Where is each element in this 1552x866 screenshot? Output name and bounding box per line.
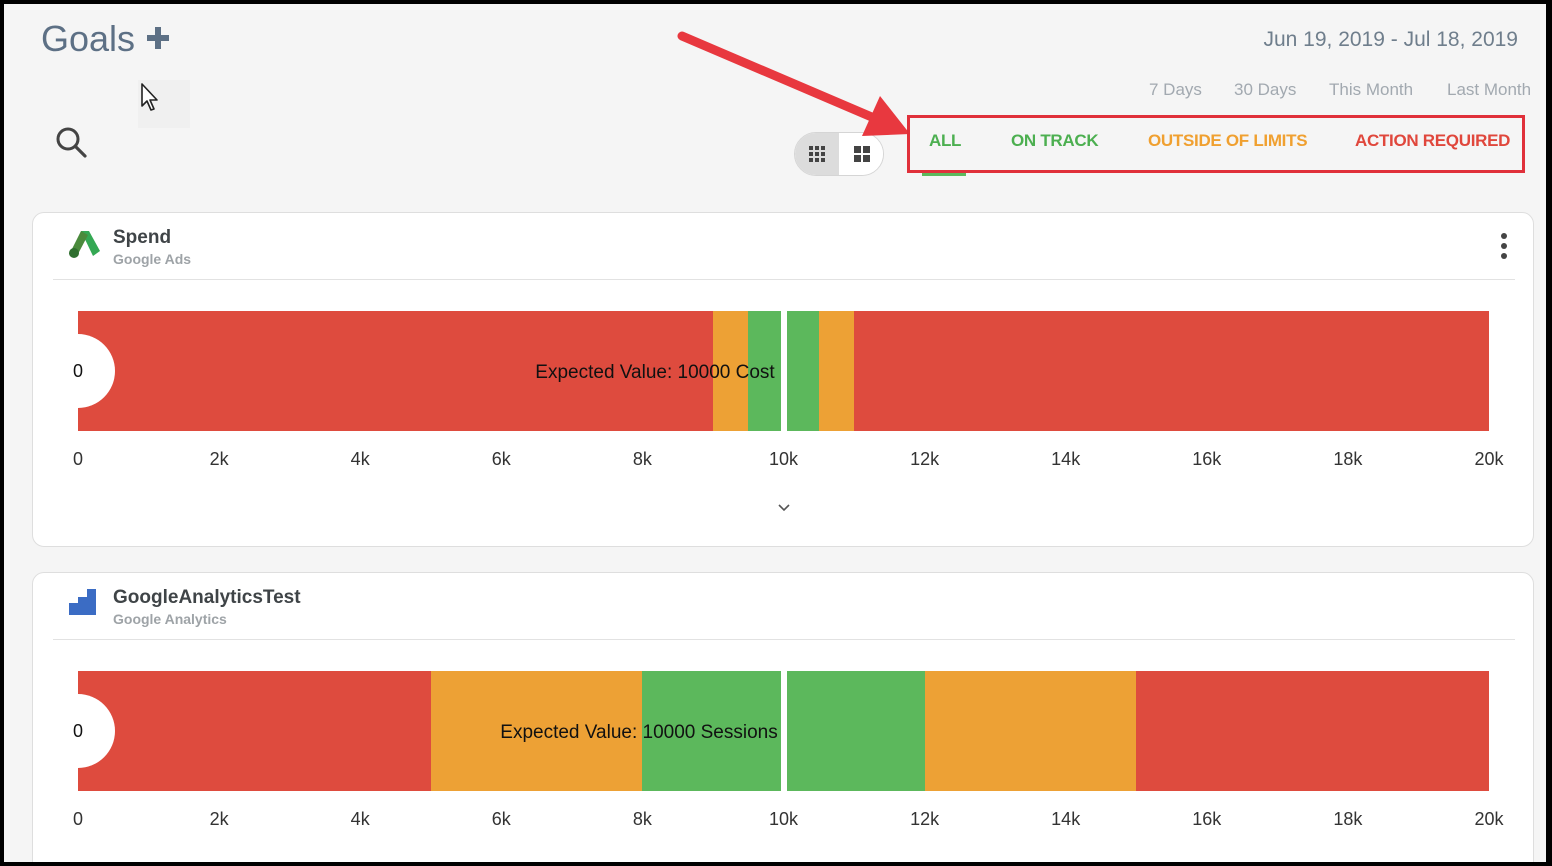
range-segment-orange [924,671,1137,791]
goal-card: Spend Google Ads 0 Expected Value: 10000… [32,212,1534,547]
current-value-badge: 0 [41,334,115,408]
range-segment-orange [712,311,749,431]
x-axis-tick-label: 10k [768,449,799,469]
x-axis-tick-label: 14k [1051,809,1081,829]
x-axis-tick-label: 8k [632,809,652,829]
x-axis-tick-label: 0 [72,449,84,469]
goal-card: GoogleAnalyticsTest Google Analytics 0 E… [32,572,1534,862]
goal-progress-bar [78,671,1489,791]
filter-on-track[interactable]: ON TRACK [1011,131,1099,150]
range-segment-red [78,311,713,431]
range-segment-red [78,671,431,791]
expand-chevron-icon[interactable] [777,503,791,513]
x-axis-tick-label: 4k [350,809,370,829]
current-value-badge: 0 [41,694,115,768]
x-axis-tick-label: 14k [1051,449,1081,469]
x-axis-tick-label: 20k [1474,809,1504,829]
page-title: Goals [41,18,136,59]
goal-progress-bar [78,311,1489,431]
x-axis-tick-label: 18k [1333,449,1363,469]
filter-outside-of-limits[interactable]: OUTSIDE OF LIMITS [1148,131,1308,150]
range-option-last-month[interactable]: Last Month [1447,80,1532,99]
view-toggle [794,132,884,176]
active-filter-indicator [922,173,966,176]
x-axis-tick-label: 12k [910,449,940,469]
x-axis-tick-label: 6k [491,809,511,829]
goal-title: GoogleAnalyticsTest [113,587,301,608]
range-option-30-days[interactable]: 30 Days [1234,80,1297,99]
goal-source: Google Analytics [113,611,227,627]
grid-small-icon [809,146,825,162]
google-analytics-icon [69,589,96,615]
range-segment-orange [430,671,643,791]
mouse-cursor-icon [141,83,158,111]
x-axis-tick-label: 0 [72,809,84,829]
goals-page: Goals Jun 19, 2019 - Jul 18, 2019 7 Days… [4,4,1546,862]
range-segment-orange [818,311,855,431]
range-option-this-month[interactable]: This Month [1329,80,1414,99]
x-axis-tick-label: 2k [209,809,229,829]
x-axis-tick-label: 10k [768,809,799,829]
annotation-arrow [677,31,910,136]
goal-source: Google Ads [113,251,192,267]
x-axis-tick-label: 16k [1192,809,1222,829]
x-axis-tick-label: 20k [1474,449,1504,469]
search-icon[interactable] [54,125,88,159]
card-divider [53,639,1515,640]
expected-value-marker [780,311,787,431]
expected-value-label: Expected Value: 10000 Sessions [500,722,778,743]
expected-value-marker [780,671,787,791]
x-axis-tick-label: 8k [632,449,652,469]
x-axis-tick-label: 2k [209,449,229,469]
card-divider [53,279,1515,280]
x-axis-tick-label: 6k [491,449,511,469]
x-axis-tick-label: 18k [1333,809,1363,829]
goal-title: Spend [113,227,172,248]
range-option-7-days[interactable]: 7 Days [1149,80,1202,99]
x-axis-tick-label: 4k [350,449,370,469]
filter-highlight-box [907,115,1525,173]
x-axis-tick-label: 16k [1192,449,1222,469]
more-options-icon[interactable] [1499,232,1509,262]
x-axis-tick-label: 12k [910,809,940,829]
expected-value-label: Expected Value: 10000 Cost [535,362,775,383]
filter-action-required[interactable]: ACTION REQUIRED [1355,131,1511,150]
add-goal-icon[interactable] [146,26,170,50]
large-grid-view-button[interactable] [840,133,883,175]
date-range[interactable]: Jun 19, 2019 - Jul 18, 2019 [1263,28,1518,51]
range-segment-red [854,311,1489,431]
google-ads-icon [69,231,100,258]
grid-large-icon [854,146,870,162]
range-segment-red [1136,671,1489,791]
compact-grid-view-button[interactable] [795,133,839,175]
filter-all[interactable]: ALL [929,131,962,150]
